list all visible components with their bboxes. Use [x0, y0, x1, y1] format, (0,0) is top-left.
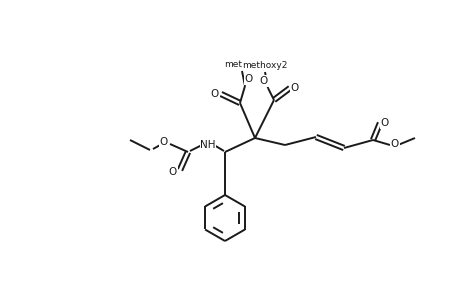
- Text: O: O: [390, 139, 398, 149]
- Text: O: O: [168, 167, 177, 177]
- Text: O: O: [290, 83, 298, 93]
- Text: NH: NH: [200, 140, 215, 150]
- Text: O: O: [160, 137, 168, 147]
- Text: methoxy2: methoxy2: [242, 61, 287, 70]
- Text: O: O: [380, 118, 388, 128]
- Text: O: O: [244, 74, 252, 84]
- Text: methoxy: methoxy: [224, 59, 263, 68]
- Text: O: O: [259, 76, 268, 86]
- Text: O: O: [210, 89, 218, 99]
